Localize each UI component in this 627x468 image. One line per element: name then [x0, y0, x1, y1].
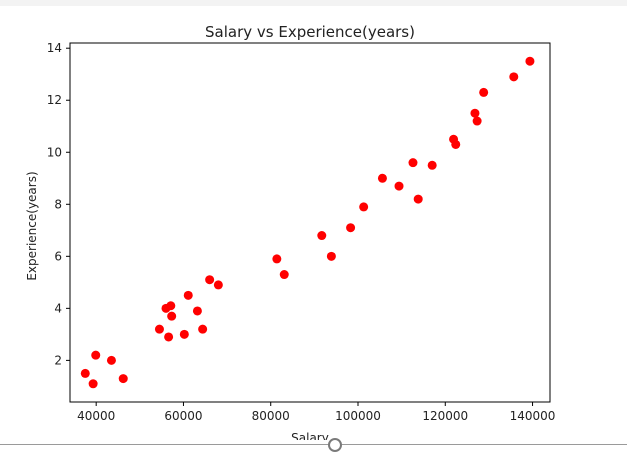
data-point — [179, 329, 189, 339]
data-point — [326, 251, 336, 261]
data-point — [509, 72, 519, 82]
data-point — [359, 202, 369, 212]
y-axis-label: Experience(years) — [25, 171, 39, 280]
data-point — [470, 108, 480, 118]
x-tick-label: 60000 — [164, 409, 202, 423]
x-tick-label: 80000 — [252, 409, 290, 423]
data-point — [525, 56, 535, 66]
data-point — [377, 173, 387, 183]
data-point — [346, 223, 356, 233]
bottom-divider — [0, 444, 627, 445]
y-tick-label: 2 — [54, 353, 62, 367]
data-point — [118, 374, 128, 384]
data-point — [80, 368, 90, 378]
y-tick-label: 12 — [47, 93, 62, 107]
x-axis-label: Salary — [291, 431, 329, 440]
x-tick-label: 100000 — [335, 409, 381, 423]
data-point — [106, 355, 116, 365]
data-point — [164, 332, 174, 342]
data-point — [394, 181, 404, 191]
top-strip — [0, 0, 627, 6]
data-point — [167, 311, 177, 321]
data-point — [213, 280, 223, 290]
data-point — [413, 194, 423, 204]
data-point — [479, 87, 489, 97]
data-point — [472, 116, 482, 126]
plot-frame — [69, 42, 551, 403]
x-tick-label: 140000 — [510, 409, 556, 423]
y-tick-label: 8 — [54, 197, 62, 211]
y-tick-label: 10 — [47, 145, 62, 159]
data-point — [408, 158, 418, 168]
data-point — [183, 290, 193, 300]
y-tick-label: 6 — [54, 249, 62, 263]
data-point — [198, 324, 208, 334]
data-point — [451, 139, 461, 149]
data-point — [154, 324, 164, 334]
resize-handle[interactable] — [328, 438, 342, 452]
data-point — [91, 350, 101, 360]
x-tick-label: 40000 — [77, 409, 115, 423]
data-point — [279, 270, 289, 280]
data-point — [272, 254, 282, 264]
plot-area: 40000 60000 80000 100000 120000 140000 2 4 6 8 10 1… — [47, 41, 556, 423]
data-point — [88, 379, 98, 389]
y-tick-label: 14 — [47, 41, 62, 55]
data-point — [192, 306, 202, 316]
y-tick-label: 4 — [54, 301, 62, 315]
data-point — [317, 231, 327, 241]
data-point — [427, 160, 437, 170]
data-point — [205, 275, 215, 285]
chart-title: Salary vs Experience(years) — [205, 23, 415, 41]
x-tick-label: 120000 — [422, 409, 468, 423]
scatter-chart: Salary vs Experience(years) 40000 60000 80… — [25, 23, 556, 440]
data-point — [166, 301, 176, 311]
